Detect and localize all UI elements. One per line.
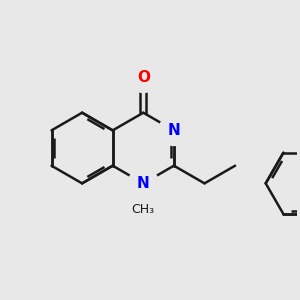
Circle shape (133, 199, 154, 221)
Circle shape (159, 115, 189, 146)
Circle shape (128, 168, 158, 199)
Text: N: N (137, 176, 150, 191)
Circle shape (128, 62, 158, 92)
Text: O: O (137, 70, 150, 85)
Text: N: N (167, 123, 180, 138)
Text: CH₃: CH₃ (132, 203, 155, 216)
